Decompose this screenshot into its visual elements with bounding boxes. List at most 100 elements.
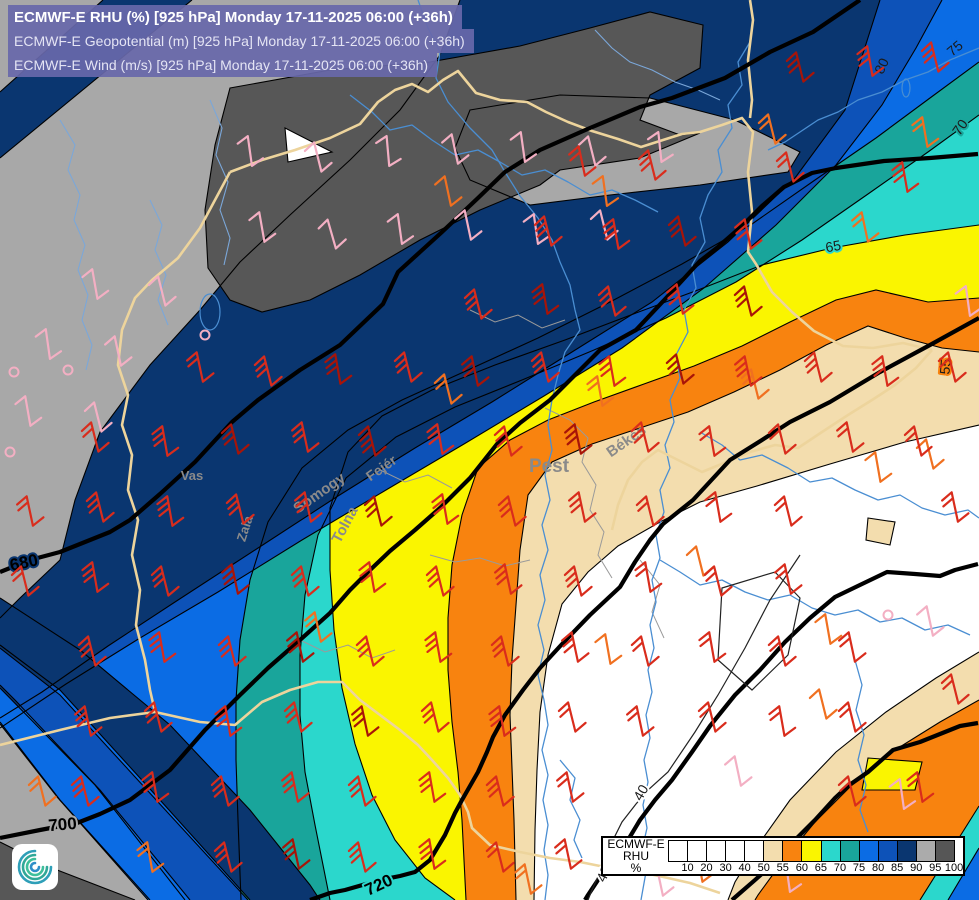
wind-barb-icon — [564, 423, 593, 455]
wind-barb — [531, 283, 560, 315]
wind-barb — [836, 421, 865, 453]
wind-barb-icon — [425, 565, 455, 597]
wind-barb-icon — [27, 775, 57, 807]
wind-barb-icon — [147, 275, 177, 307]
wind-barb-icon — [497, 495, 527, 527]
legend-cell-50 — [744, 840, 765, 862]
river-line — [659, 559, 971, 636]
wind-barb — [630, 421, 660, 453]
wind-barb-icon — [186, 351, 215, 383]
wind-barb — [317, 218, 347, 250]
wind-barb — [837, 775, 867, 807]
legend-cell-30 — [706, 840, 727, 862]
wind-barb-icon — [324, 353, 353, 385]
river-line — [767, 47, 979, 151]
forecast-title-block: ECMWF-E RHU (%) [925 hPa] Monday 17-11-2… — [8, 5, 474, 77]
wind-barb — [767, 635, 797, 667]
wind-barb-icon — [290, 565, 320, 597]
wind-barb — [431, 493, 460, 525]
wind-barb — [509, 131, 538, 163]
wind-barb-icon — [635, 495, 665, 527]
wind-barb-icon — [733, 285, 763, 317]
wind-barb — [485, 841, 515, 873]
region-rhu-95-100-wedge — [205, 12, 703, 312]
wind-barb-icon — [210, 775, 240, 807]
wind-barb — [74, 705, 103, 737]
wind-barb — [27, 775, 57, 807]
wind-barb-icon — [74, 705, 103, 737]
wind-barb — [236, 135, 265, 167]
wind-barb-icon — [698, 425, 727, 457]
wind-barb-icon — [304, 611, 333, 643]
wind-barb — [837, 701, 867, 733]
wind-barb — [143, 701, 173, 733]
wind-barb — [911, 116, 940, 148]
wind-barb-icon — [665, 353, 695, 385]
wind-barb — [281, 771, 310, 803]
legend-cell-95 — [915, 840, 936, 862]
wind-barb-icon — [386, 213, 415, 245]
wind-barb-icon — [954, 285, 979, 317]
wind-barb — [851, 211, 880, 243]
river-line — [699, 431, 979, 519]
wind-barb — [418, 838, 447, 870]
wind-barb-icon — [530, 351, 560, 383]
legend-cell-55 — [763, 840, 784, 862]
wind-barb — [903, 425, 933, 457]
wind-barb — [594, 633, 623, 665]
wind-barb — [141, 771, 170, 803]
wind-barb — [767, 423, 797, 455]
wind-barb — [214, 705, 243, 737]
wind-barb — [554, 838, 583, 870]
country-border — [0, 680, 721, 895]
wind-barb-icon — [773, 495, 803, 527]
wind-barb — [666, 283, 695, 315]
wind-barb-icon — [837, 701, 867, 733]
wind-barb-icon — [70, 775, 100, 807]
wind-barb-icon — [838, 631, 867, 663]
wind-barb — [357, 425, 387, 457]
wind-barb-icon — [556, 771, 585, 803]
wind-barb-icon — [864, 451, 893, 483]
wind-barb-icon — [698, 631, 727, 663]
wind-barb — [253, 355, 283, 387]
wind-barb-icon — [393, 351, 423, 383]
wind-barb — [561, 631, 590, 663]
country-border — [610, 349, 933, 531]
wind-barb-icon — [814, 613, 843, 645]
wind-barb-icon — [937, 351, 967, 383]
wind-barb — [434, 175, 463, 207]
legend-cell-85 — [877, 840, 898, 862]
wind-barb — [424, 631, 453, 663]
geopotential-760 — [730, 720, 979, 900]
wind-barb — [882, 609, 894, 621]
wind-barb — [698, 425, 727, 457]
wind-barb-icon — [217, 635, 247, 667]
wind-barb — [485, 775, 515, 807]
wind-barb-icon — [281, 771, 310, 803]
county-border-line — [299, 639, 396, 659]
region-tan-diamond-island — [866, 518, 895, 545]
wind-barb — [557, 701, 587, 733]
wind-barb — [375, 134, 402, 168]
wind-barb — [814, 613, 843, 645]
wind-barb — [358, 561, 387, 593]
wind-barb-icon — [461, 355, 490, 387]
wind-barb-icon — [734, 218, 763, 250]
wind-barb — [225, 493, 255, 525]
wind-barb — [533, 215, 563, 247]
river-line-minor — [59, 119, 93, 371]
wind-barb — [324, 353, 353, 385]
geopotential-700 — [0, 151, 979, 841]
wind-barb-icon — [568, 491, 597, 523]
title-geopotential: ECMWF-E Geopotential (m) [925 hPa] Monda… — [8, 29, 474, 53]
wind-barb — [461, 355, 490, 387]
geopotential-720 — [309, 316, 979, 900]
wind-barb-icon — [351, 705, 380, 737]
wind-barb — [665, 353, 695, 385]
wind-barb — [393, 351, 423, 383]
spiral-logo-icon — [17, 849, 53, 885]
wind-barb-icon — [16, 495, 45, 527]
wind-barb — [697, 701, 727, 733]
county-border-line — [379, 469, 453, 489]
